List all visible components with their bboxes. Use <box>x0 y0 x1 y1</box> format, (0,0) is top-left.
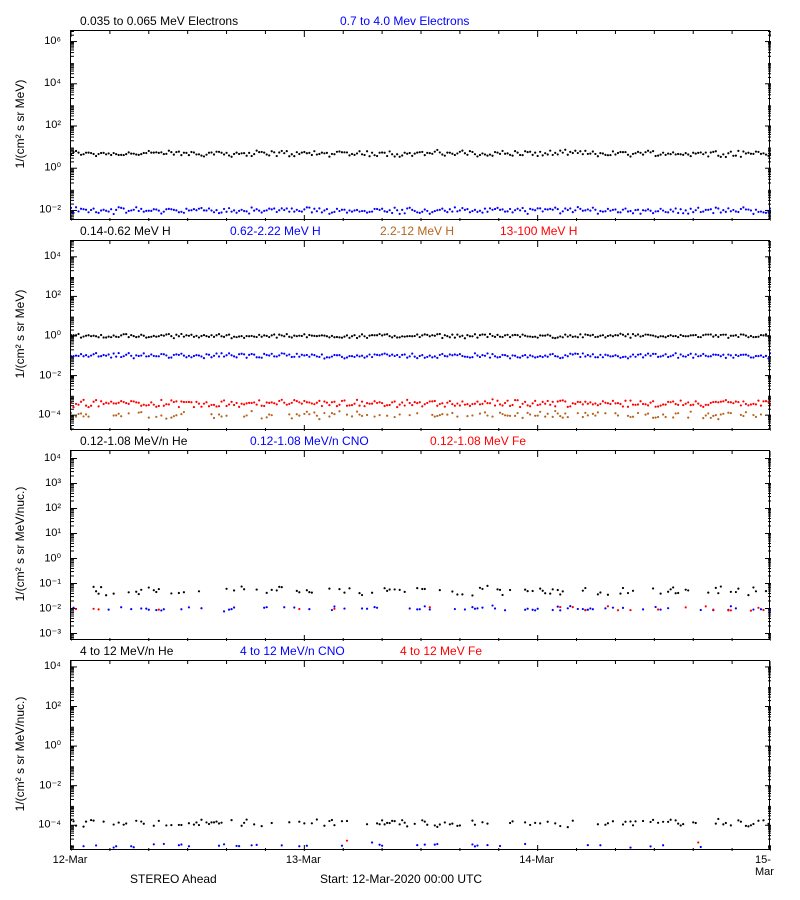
panel-svg-0 <box>71 31 771 221</box>
legend-2-1: 0.12-1.08 MeV/n CNO <box>250 434 369 448</box>
ylabel-1: 1/(cm² s sr MeV) <box>13 254 27 414</box>
legend-1-1: 0.62-2.22 MeV H <box>230 224 321 238</box>
ytick-label: 10⁻² <box>11 203 61 216</box>
xtick-label: 12-Mar <box>53 854 88 866</box>
panel-0 <box>70 30 770 220</box>
xtick-label: 15-Mar <box>755 854 785 878</box>
ytick-label: 10⁴ <box>11 660 61 672</box>
legend-3-0: 4 to 12 MeV/n He <box>80 644 173 658</box>
series-1-1 <box>71 352 771 360</box>
series-2-1 <box>72 604 771 612</box>
ytick-label: 10⁻³ <box>11 626 61 639</box>
legend-2-0: 0.12-1.08 MeV/n He <box>80 434 187 448</box>
ytick-label: 10⁴ <box>11 452 61 464</box>
legend-0-0: 0.035 to 0.065 MeV Electrons <box>80 14 238 28</box>
panel-svg-1 <box>71 241 771 431</box>
footer-left: STEREO Ahead <box>130 872 217 886</box>
stereo-particle-figure: 10⁻²10⁰10²10⁴10⁶1/(cm² s sr MeV)0.035 to… <box>0 0 800 900</box>
series-1-2 <box>71 410 762 420</box>
series-1-3 <box>71 398 771 408</box>
panel-2 <box>70 450 770 640</box>
ylabel-0: 1/(cm² s sr MeV) <box>13 44 27 204</box>
series-2-0 <box>92 585 767 597</box>
series-1-0 <box>71 333 771 340</box>
ylabel-3: 1/(cm² s sr MeV/nuc.) <box>13 674 27 834</box>
series-0-0 <box>71 149 771 158</box>
legend-1-3: 13-100 MeV H <box>500 224 577 238</box>
series-3-1 <box>82 841 701 848</box>
legend-3-1: 4 to 12 MeV/n CNO <box>240 644 345 658</box>
xtick-label: 13-Mar <box>286 854 321 866</box>
legend-2-2: 0.12-1.08 MeV Fe <box>430 434 526 448</box>
legend-3-2: 4 to 12 MeV Fe <box>400 644 482 658</box>
xtick-label: 14-Mar <box>519 854 554 866</box>
series-3-2 <box>346 840 699 844</box>
panel-3 <box>70 660 770 850</box>
ylabel-2: 1/(cm² s sr MeV/nuc.) <box>13 464 27 624</box>
panel-svg-3 <box>71 661 771 851</box>
panel-1 <box>70 240 770 430</box>
series-3-0 <box>71 818 770 828</box>
footer-center: Start: 12-Mar-2020 00:00 UTC <box>320 872 482 886</box>
panel-svg-2 <box>71 451 771 641</box>
legend-0-1: 0.7 to 4.0 Mev Electrons <box>340 14 469 28</box>
legend-1-2: 2.2-12 MeV H <box>380 224 454 238</box>
legend-1-0: 0.14-0.62 MeV H <box>80 224 171 238</box>
series-0-1 <box>71 206 771 215</box>
